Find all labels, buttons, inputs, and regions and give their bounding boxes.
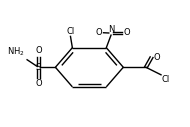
Text: Cl: Cl [162,75,170,84]
Text: O: O [35,79,42,88]
Text: Cl: Cl [66,27,75,36]
Text: S: S [36,63,41,72]
Text: NH$_2$: NH$_2$ [7,45,24,58]
Text: O: O [154,53,160,62]
Text: N: N [108,26,114,35]
Text: O: O [124,28,130,37]
Text: O: O [35,46,42,55]
Text: O: O [96,28,102,37]
